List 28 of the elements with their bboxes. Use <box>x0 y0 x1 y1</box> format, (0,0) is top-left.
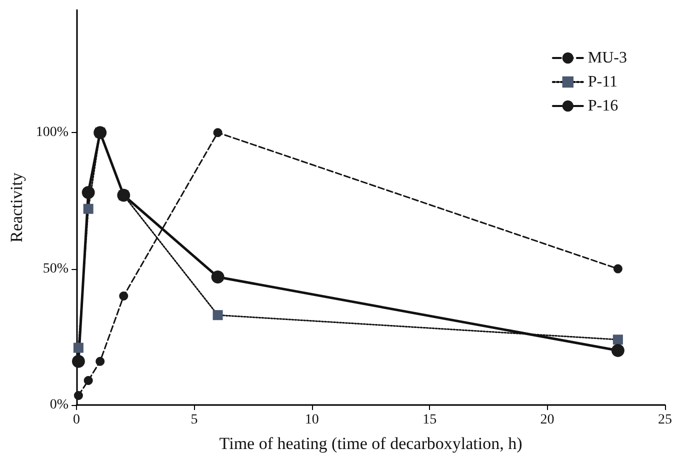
x-tick-label: 25 <box>658 412 672 428</box>
x-tick-label: 15 <box>422 412 437 428</box>
x-tick-label: 0 <box>73 412 80 428</box>
x-axis-title: Time of heating (time of decarboxylation, h) <box>219 434 522 453</box>
point <box>613 264 622 274</box>
point <box>83 204 94 214</box>
point <box>84 376 93 385</box>
y-tick-label: 50% <box>42 261 69 276</box>
point <box>74 390 83 400</box>
point <box>82 186 95 200</box>
point <box>213 128 222 138</box>
x-tick-label: 20 <box>540 412 554 428</box>
y-tick-label: 0% <box>50 398 69 412</box>
y-axis-title: Reactivity <box>7 172 26 242</box>
point <box>211 270 224 284</box>
x-tick-label: 5 <box>190 412 198 428</box>
y-tick-label: 100% <box>36 125 69 140</box>
legend-label: P-16 <box>588 98 618 114</box>
legend-label: MU-3 <box>588 50 627 66</box>
point <box>73 342 84 353</box>
point <box>611 344 624 358</box>
point <box>96 356 105 366</box>
point <box>612 334 623 345</box>
point <box>119 292 128 301</box>
point <box>212 310 223 320</box>
point <box>72 354 85 368</box>
x-tick-label: 10 <box>304 412 319 428</box>
legend-label: P-11 <box>588 74 618 90</box>
